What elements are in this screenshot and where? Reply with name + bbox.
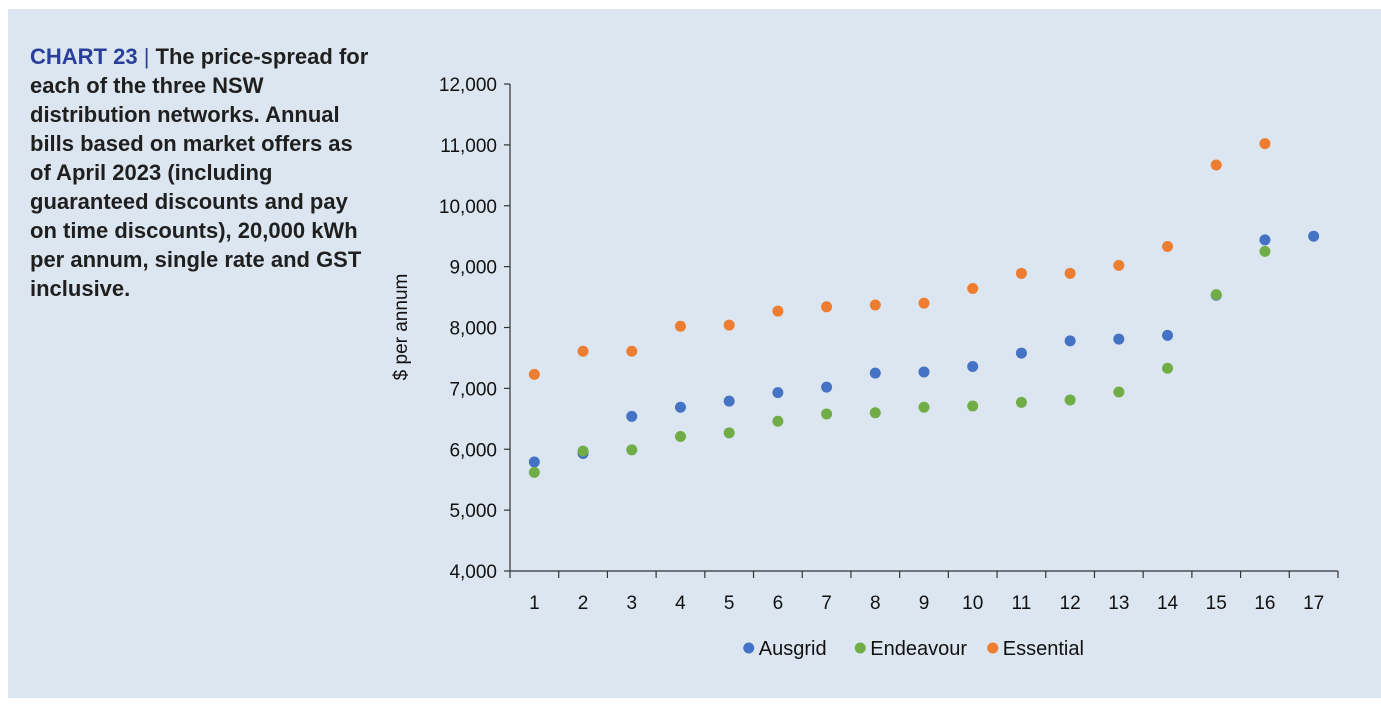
essential-point xyxy=(918,297,930,309)
x-tick-label: 9 xyxy=(919,593,930,614)
ausgrid-point xyxy=(1308,230,1320,242)
legend-label-ausgrid: Ausgrid xyxy=(759,638,827,660)
endeavour-point xyxy=(1162,362,1174,374)
legend-label-essential: Essential xyxy=(1003,638,1084,660)
y-axis-title: $ per annum xyxy=(391,274,412,381)
x-tick-label: 4 xyxy=(675,593,686,614)
endeavour-point xyxy=(869,407,881,419)
essential-point xyxy=(967,283,979,295)
essential-point xyxy=(1064,267,1076,279)
x-tick-label: 5 xyxy=(724,593,735,614)
x-tick-label: 17 xyxy=(1303,593,1324,614)
x-tick-label: 10 xyxy=(962,593,983,614)
y-tick-label: 12,000 xyxy=(439,75,497,96)
x-tick-label: 11 xyxy=(1012,593,1032,614)
endeavour-point xyxy=(723,427,735,439)
endeavour-point xyxy=(1259,245,1271,257)
ausgrid-point xyxy=(967,360,979,372)
ausgrid-point xyxy=(821,381,833,393)
legend-marker-essential xyxy=(987,642,999,654)
y-tick-label: 10,000 xyxy=(439,197,497,218)
legend-marker-endeavour xyxy=(854,642,866,654)
x-tick-label: 16 xyxy=(1254,593,1275,614)
caption-lead: CHART 23 xyxy=(30,44,138,69)
essential-point xyxy=(577,345,589,357)
ausgrid-point xyxy=(918,366,930,378)
endeavour-point xyxy=(528,466,540,478)
x-tick-label: 1 xyxy=(529,593,540,614)
essential-point xyxy=(1113,259,1125,271)
y-tick-label: 6,000 xyxy=(449,440,497,461)
essential-point xyxy=(1015,267,1027,279)
x-tick-label: 6 xyxy=(773,593,784,614)
essential-point xyxy=(674,320,686,332)
endeavour-point xyxy=(772,415,784,427)
ausgrid-point xyxy=(869,367,881,379)
y-tick-label: 11,000 xyxy=(440,136,497,157)
x-tick-label: 14 xyxy=(1157,593,1179,614)
ausgrid-point xyxy=(1015,347,1027,359)
endeavour-point xyxy=(626,444,638,456)
caption-separator: | xyxy=(143,44,150,69)
x-tick-label: 3 xyxy=(626,593,637,614)
y-tick-label: 8,000 xyxy=(449,319,497,340)
essential-point xyxy=(821,301,833,313)
y-tick-label: 5,000 xyxy=(449,501,497,522)
ausgrid-point xyxy=(1113,333,1125,345)
endeavour-point xyxy=(1064,394,1076,406)
ausgrid-point xyxy=(674,401,686,413)
x-tick-label: 12 xyxy=(1060,593,1081,614)
ausgrid-point xyxy=(723,395,735,407)
endeavour-point xyxy=(577,445,589,457)
x-tick-label: 7 xyxy=(821,593,832,614)
essential-point xyxy=(1259,138,1271,150)
chart-panel xyxy=(8,9,1381,698)
legend: Ausgrid Endeavour Essential xyxy=(743,638,1084,660)
ausgrid-point xyxy=(528,456,540,468)
endeavour-point xyxy=(821,408,833,420)
y-tick-label: 7,000 xyxy=(449,379,497,400)
essential-point xyxy=(869,299,881,311)
data-points xyxy=(528,138,1320,478)
essential-point xyxy=(1210,159,1222,171)
ausgrid-point xyxy=(1162,329,1174,341)
caption-text: The price-spread for each of the three N… xyxy=(30,44,369,301)
endeavour-point xyxy=(674,430,686,442)
endeavour-point xyxy=(1210,289,1222,301)
endeavour-point xyxy=(1015,396,1027,408)
x-tick-label: 13 xyxy=(1108,593,1129,614)
x-tick-label: 8 xyxy=(870,593,881,614)
essential-point xyxy=(1162,241,1174,253)
axes: 4,000 5,000 6,000 7,000 8,000 9,000 10,000 11,0… xyxy=(439,75,1339,614)
x-tick-label: 15 xyxy=(1206,593,1227,614)
y-tick-label: 4,000 xyxy=(449,562,497,583)
essential-point xyxy=(626,345,638,357)
ausgrid-point xyxy=(1064,335,1076,347)
legend-label-endeavour: Endeavour xyxy=(870,638,967,660)
legend-marker-ausgrid xyxy=(743,642,755,654)
essential-point xyxy=(528,368,540,380)
ausgrid-point xyxy=(626,410,638,422)
x-tick-label: 2 xyxy=(578,593,589,614)
endeavour-point xyxy=(967,400,979,412)
essential-point xyxy=(772,305,784,317)
y-tick-label: 9,000 xyxy=(449,258,497,279)
chart-caption: CHART 23 | The price-spread for each of … xyxy=(30,42,370,303)
ausgrid-point xyxy=(772,387,784,399)
endeavour-point xyxy=(918,401,930,413)
ausgrid-point xyxy=(1259,234,1271,246)
endeavour-point xyxy=(1113,386,1125,398)
essential-point xyxy=(723,319,735,331)
